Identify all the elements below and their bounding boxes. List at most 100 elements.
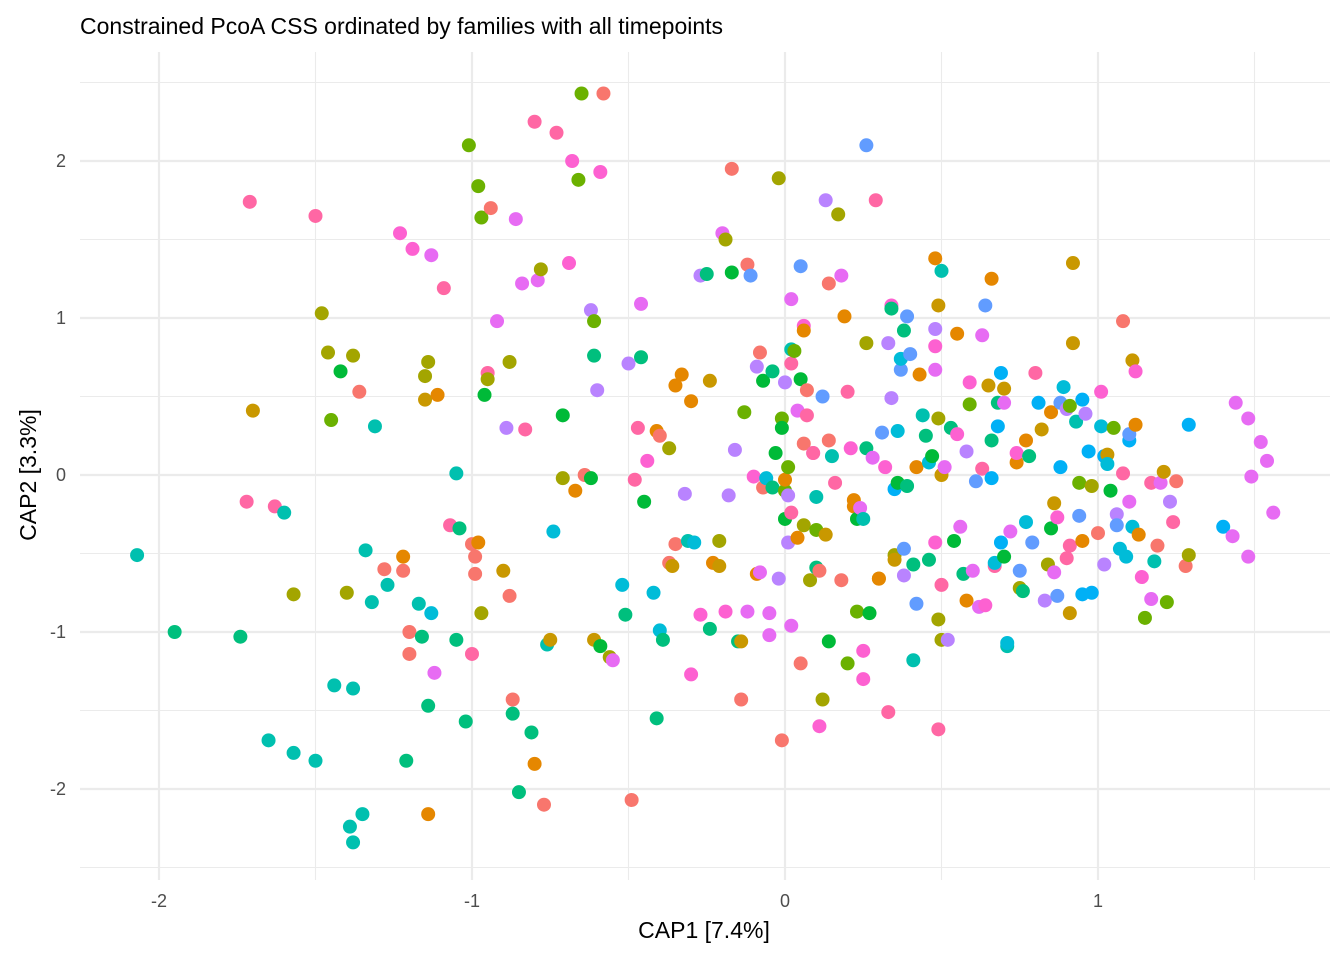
data-point: [781, 488, 796, 503]
data-point: [849, 604, 864, 619]
data-point: [465, 646, 479, 661]
data-point: [427, 665, 442, 680]
data-point: [402, 646, 417, 661]
data-point: [997, 395, 1012, 410]
data-point: [1266, 505, 1281, 520]
data-point: [562, 256, 577, 271]
data-point: [1134, 570, 1149, 585]
data-point: [565, 154, 580, 168]
data-point: [474, 606, 489, 621]
data-point: [421, 354, 436, 369]
data-point: [887, 552, 902, 567]
data-point: [740, 257, 755, 272]
data-point: [646, 585, 661, 600]
data-point: [856, 672, 871, 687]
data-point: [968, 474, 983, 489]
data-point: [937, 460, 952, 475]
data-point: [784, 505, 799, 520]
data-point: [928, 251, 943, 266]
data-point: [881, 336, 896, 351]
data-point: [834, 573, 849, 588]
data-point: [674, 367, 689, 382]
x-tick-label: -1: [464, 891, 480, 911]
data-point: [793, 656, 808, 671]
data-point: [746, 469, 761, 484]
data-point: [1050, 588, 1065, 603]
data-point: [856, 643, 871, 658]
data-point: [687, 535, 702, 550]
data-point: [843, 441, 858, 456]
data-point: [1065, 256, 1080, 271]
data-point: [881, 705, 896, 720]
data-point: [1053, 460, 1068, 475]
data-point: [1144, 592, 1159, 607]
data-point: [346, 681, 361, 696]
data-point: [167, 625, 182, 639]
data-point: [778, 472, 792, 487]
data-point: [245, 403, 260, 418]
data-point: [1084, 478, 1099, 493]
data-point: [480, 372, 495, 387]
data-point: [737, 405, 752, 420]
data-point: [734, 634, 749, 649]
data-point: [903, 347, 918, 362]
data-point: [568, 483, 583, 498]
data-point: [702, 373, 717, 388]
data-point: [1100, 457, 1115, 472]
data-point: [812, 563, 827, 578]
data-point: [724, 265, 739, 280]
data-point: [583, 471, 598, 486]
data-point: [821, 276, 836, 291]
data-point: [1091, 526, 1105, 541]
data-point: [931, 612, 946, 627]
data-point: [352, 384, 367, 399]
data-point: [1075, 392, 1090, 407]
data-point: [906, 557, 921, 572]
data-point: [571, 172, 586, 187]
data-point: [978, 598, 993, 613]
data-point: [893, 362, 908, 377]
data-point: [634, 296, 649, 311]
data-point: [421, 807, 436, 822]
data-point: [831, 207, 846, 222]
data-point: [900, 478, 915, 493]
data-point: [402, 625, 417, 639]
data-point: [324, 413, 339, 428]
data-point: [1119, 549, 1134, 564]
data-point: [818, 193, 833, 208]
data-point: [640, 453, 655, 468]
data-point: [668, 537, 683, 552]
data-point: [953, 519, 968, 534]
data-point: [978, 298, 993, 313]
data-point: [752, 565, 767, 580]
data-point: [1116, 466, 1131, 481]
chart-title: Constrained PcoA CSS ordinated by famili…: [80, 13, 723, 39]
data-point: [1109, 518, 1124, 533]
data-point: [928, 321, 943, 336]
data-point: [490, 314, 505, 329]
data-point: [749, 359, 764, 374]
data-point: [1056, 380, 1071, 395]
data-point: [502, 588, 517, 603]
major-gridlines: [80, 52, 1330, 880]
data-point: [818, 527, 833, 542]
data-point: [962, 375, 977, 390]
data-point: [1128, 417, 1143, 432]
data-point: [1156, 464, 1171, 479]
data-point: [909, 460, 924, 475]
data-point: [593, 639, 608, 654]
data-point: [890, 424, 905, 439]
data-point: [1078, 406, 1093, 421]
data-point: [778, 375, 792, 390]
data-point: [868, 193, 883, 208]
data-point: [906, 653, 921, 668]
data-point: [828, 475, 843, 490]
data-point: [421, 698, 436, 713]
data-point: [762, 628, 777, 643]
data-point: [518, 422, 533, 437]
data-point: [1015, 584, 1030, 599]
data-point: [1225, 529, 1240, 544]
data-point: [962, 397, 977, 412]
data-point: [424, 606, 439, 621]
data-point: [1147, 554, 1162, 569]
